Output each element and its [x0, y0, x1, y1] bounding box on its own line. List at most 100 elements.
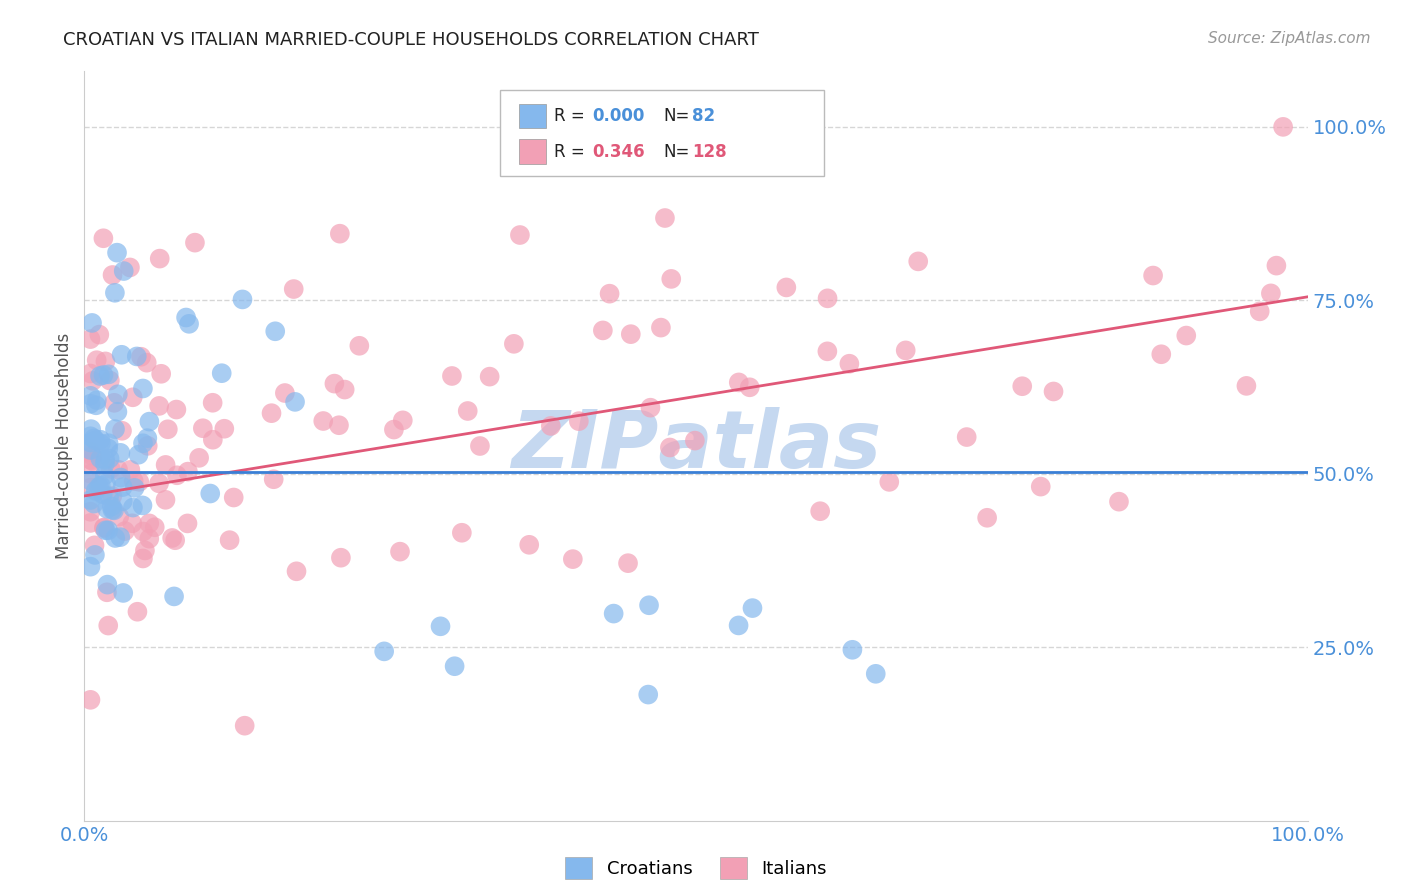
- Point: [478, 369, 501, 384]
- Point: [101, 268, 124, 282]
- Point: [148, 399, 170, 413]
- Point: [775, 280, 797, 294]
- Point: [84, 398, 107, 412]
- Point: [93, 368, 115, 382]
- Point: [82, 454, 104, 468]
- Point: [502, 336, 524, 351]
- Point: [96, 501, 118, 516]
- Point: [201, 433, 224, 447]
- Point: [79, 367, 101, 381]
- Point: [808, 504, 831, 518]
- Point: [637, 688, 659, 702]
- Legend: Croatians, Italians: Croatians, Italians: [565, 857, 827, 879]
- Point: [1150, 347, 1173, 361]
- Point: [104, 285, 127, 300]
- Point: [683, 434, 706, 448]
- Point: [124, 481, 146, 495]
- Point: [84, 434, 107, 448]
- Point: [86, 353, 108, 368]
- Text: R =: R =: [554, 143, 585, 161]
- Point: [94, 476, 117, 491]
- Point: [80, 316, 103, 330]
- Point: [97, 618, 120, 632]
- Point: [79, 332, 101, 346]
- Point: [592, 323, 614, 337]
- Point: [177, 465, 200, 479]
- Point: [136, 431, 159, 445]
- Point: [101, 502, 124, 516]
- Point: [121, 516, 143, 531]
- Point: [107, 463, 129, 477]
- Point: [94, 452, 117, 467]
- Point: [134, 543, 156, 558]
- Point: [222, 491, 245, 505]
- Point: [568, 414, 591, 428]
- Point: [79, 397, 101, 411]
- Bar: [519, 139, 546, 163]
- Point: [79, 493, 101, 508]
- Point: [1142, 268, 1164, 283]
- Point: [184, 235, 207, 250]
- Point: [108, 509, 131, 524]
- Point: [1272, 120, 1295, 134]
- Point: [1260, 286, 1282, 301]
- Point: [100, 500, 122, 514]
- Point: [233, 719, 256, 733]
- Point: [817, 291, 839, 305]
- Point: [165, 402, 187, 417]
- Point: [138, 415, 160, 429]
- Point: [640, 401, 662, 415]
- Point: [79, 429, 101, 443]
- Point: [143, 520, 166, 534]
- Point: [391, 413, 413, 427]
- Point: [877, 475, 900, 489]
- Point: [443, 659, 465, 673]
- Text: Source: ZipAtlas.com: Source: ZipAtlas.com: [1208, 31, 1371, 46]
- Point: [138, 532, 160, 546]
- Point: [120, 463, 142, 477]
- Point: [129, 350, 152, 364]
- Point: [82, 374, 104, 388]
- Point: [83, 431, 105, 445]
- Point: [429, 619, 451, 633]
- Point: [323, 376, 346, 391]
- Point: [349, 339, 371, 353]
- Point: [97, 524, 120, 538]
- Point: [260, 406, 283, 420]
- Point: [93, 231, 115, 245]
- Point: [110, 446, 132, 460]
- Point: [218, 533, 240, 548]
- Point: [263, 472, 285, 486]
- Point: [97, 436, 120, 450]
- Point: [90, 436, 112, 450]
- Text: N=: N=: [664, 143, 689, 161]
- Point: [200, 486, 222, 500]
- Point: [1236, 379, 1258, 393]
- Point: [107, 387, 129, 401]
- Text: 0.346: 0.346: [592, 143, 644, 161]
- Point: [561, 552, 583, 566]
- Point: [602, 607, 624, 621]
- Point: [132, 436, 155, 450]
- Point: [93, 521, 115, 535]
- Point: [457, 404, 479, 418]
- Point: [1108, 494, 1130, 508]
- Text: 128: 128: [692, 143, 727, 161]
- Point: [815, 344, 838, 359]
- Point: [509, 227, 531, 242]
- Point: [620, 327, 643, 342]
- Point: [617, 556, 640, 570]
- Point: [838, 357, 860, 371]
- Point: [84, 548, 107, 562]
- Point: [82, 449, 104, 463]
- Point: [727, 376, 749, 390]
- Point: [283, 282, 305, 296]
- Point: [389, 544, 412, 558]
- Text: N=: N=: [664, 106, 689, 125]
- Point: [841, 642, 863, 657]
- Point: [79, 505, 101, 519]
- Text: 82: 82: [692, 106, 716, 125]
- Point: [274, 386, 297, 401]
- Point: [79, 474, 101, 488]
- Point: [98, 490, 121, 504]
